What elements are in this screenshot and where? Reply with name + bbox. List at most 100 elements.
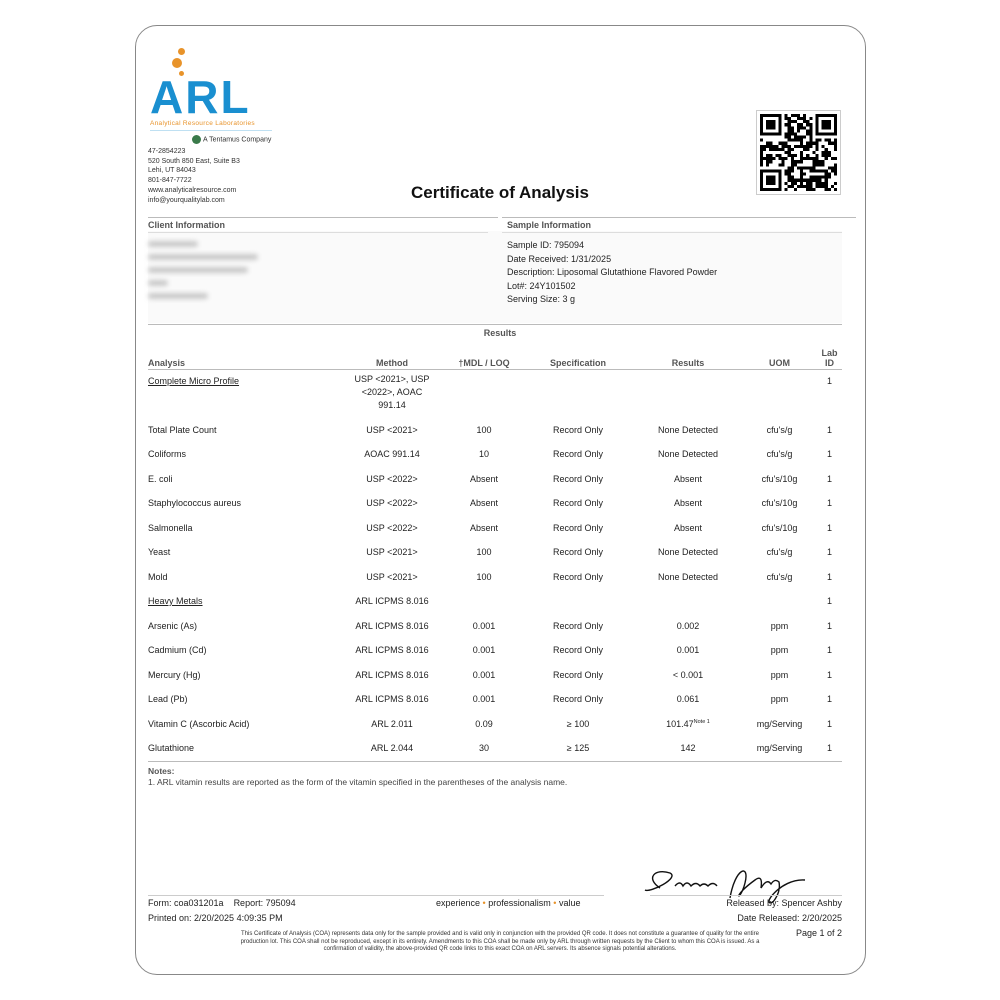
result-value: None Detected — [657, 449, 719, 459]
analysis-value: E. coli — [148, 473, 173, 484]
lab-value: 1 — [826, 743, 832, 753]
cell-result: 101.47Note 1 — [634, 713, 742, 738]
cell-method: ARL ICPMS 8.016 — [338, 615, 446, 640]
cell-mdl: 0.001 — [446, 688, 522, 713]
analysis-value: Yeast — [148, 547, 171, 557]
cell-uom: ppm — [742, 615, 817, 640]
cell-uom: cfu's/g — [742, 443, 817, 468]
table-row: Vitamin C (Ascorbic Acid) ARL 2.011 0.09 ≥ … — [148, 713, 842, 738]
cell-mdl: 0.001 — [446, 639, 522, 664]
cell-uom: ppm — [742, 664, 817, 689]
cell-result: 142 — [634, 737, 742, 762]
method-value: ARL ICPMS 8.016 — [355, 694, 429, 704]
table-row: E. coli USP <2022> Absent Record Only Absent… — [148, 468, 842, 493]
sample-info-line: Date Received: 1/31/2025 — [507, 253, 612, 264]
cell-spec: Record Only — [522, 468, 634, 493]
divider — [148, 324, 842, 325]
spec-value: Record Only — [552, 694, 604, 704]
notes: Notes: 1. ARL vitamin results are report… — [148, 766, 567, 788]
mdl-value: 0.001 — [472, 669, 496, 680]
divider — [650, 895, 842, 896]
table-row: Glutathione ARL 2.044 30 ≥ 125 142 mg/Serving… — [148, 737, 842, 762]
spec-value: Record Only — [552, 522, 604, 533]
table-row: Yeast USP <2021> 100 Record Only None Detect… — [148, 541, 842, 566]
analysis-value: Complete Micro Profile — [148, 376, 240, 386]
cell-spec: Record Only — [522, 639, 634, 664]
lab-value: 1 — [826, 694, 832, 704]
method-value: USP <2022> — [366, 522, 418, 533]
cell-result — [634, 590, 742, 615]
lab-value: 1 — [826, 473, 832, 484]
cell-spec: Record Only — [522, 419, 634, 444]
sample-info-line: Sample ID: 795094 — [507, 240, 585, 250]
method-value: ARL 2.011 — [371, 718, 413, 729]
column-header: Analysis — [148, 348, 338, 370]
cell-lab: 1 — [817, 370, 842, 419]
result-value: 0.002 — [676, 620, 700, 631]
method-value: AOAC 991.14 — [364, 449, 420, 459]
address-line: info@yourqualitylab.com — [148, 196, 225, 204]
cell-analysis: Arsenic (As) — [148, 615, 338, 640]
cell-result: Absent — [634, 517, 742, 542]
address-line: Lehi, UT 84043 — [148, 167, 196, 175]
cell-spec: Record Only — [522, 615, 634, 640]
cell-analysis: Lead (Pb) — [148, 688, 338, 713]
spec-value: Record Only — [552, 449, 604, 459]
form-id: Form: coa031201a — [148, 898, 224, 908]
cell-lab: 1 — [817, 664, 842, 689]
cell-lab: 1 — [817, 468, 842, 493]
cell-uom: mg/Serving — [742, 713, 817, 738]
result-value: 101.47 — [666, 718, 694, 729]
uom-value: cfu's/10g — [761, 498, 798, 508]
date-released: Date Released: 2/20/2025 — [737, 913, 842, 923]
address-line: 47-2854223 — [148, 148, 186, 155]
method-value: USP <2021> — [366, 571, 418, 582]
analysis-value: Staphylococcus aureus — [148, 498, 242, 508]
column-header: Lab ID — [817, 348, 842, 370]
uom-value: cfu's/g — [766, 547, 793, 557]
report-id: Report: 795094 — [233, 898, 296, 908]
cell-analysis: Glutathione — [148, 737, 338, 762]
divider — [148, 895, 428, 896]
lab-value: 1 — [826, 498, 832, 508]
cell-spec: Record Only — [522, 517, 634, 542]
cell-lab: 1 — [817, 443, 842, 468]
results-table: Analysis Method †MDL / LOQ Specification Res… — [148, 348, 842, 762]
cell-uom: ppm — [742, 639, 817, 664]
cell-mdl: Absent — [446, 517, 522, 542]
cell-result — [634, 370, 742, 419]
cell-analysis: Staphylococcus aureus — [148, 492, 338, 517]
lab-value: 1 — [826, 522, 832, 533]
motto: experience • professionalism • value — [436, 898, 581, 908]
cell-analysis: Total Plate Count — [148, 419, 338, 444]
results-heading: Results — [483, 328, 517, 338]
table-row: Arsenic (As) ARL ICPMS 8.016 0.001 Record O… — [148, 615, 842, 640]
cell-uom: cfu's/10g — [742, 492, 817, 517]
cell-spec — [522, 370, 634, 419]
client-info-heading: Client Information — [148, 220, 225, 230]
motto-word: experience — [436, 898, 481, 908]
note-ref: Note 1 — [693, 718, 710, 725]
spec-value: Record Only — [552, 645, 604, 655]
cell-analysis: Mold — [148, 566, 338, 591]
lab-value: 1 — [826, 620, 832, 631]
cell-lab: 1 — [817, 688, 842, 713]
table-row: Total Plate Count USP <2021> 100 Record Onl… — [148, 419, 842, 444]
result-value: 142 — [680, 743, 696, 753]
cell-lab: 1 — [817, 517, 842, 542]
sample-info-line: Description: Liposomal Glutathione Flavo… — [507, 267, 718, 277]
note-item: 1. ARL vitamin results are reported as t… — [148, 777, 568, 787]
sample-info-heading: Sample Information — [507, 220, 592, 230]
cell-spec: Record Only — [522, 443, 634, 468]
cell-method: USP <2022> — [338, 492, 446, 517]
cell-spec: Record Only — [522, 492, 634, 517]
analysis-value: Coliforms — [148, 449, 187, 459]
qr-code[interactable] — [756, 110, 841, 195]
spec-value: ≥ 125 — [566, 743, 590, 753]
cell-analysis: Salmonella — [148, 517, 338, 542]
info-panel — [148, 231, 842, 323]
cell-lab: 1 — [817, 590, 842, 615]
method-value: ARL ICPMS 8.016 — [355, 669, 429, 680]
cell-lab: 1 — [817, 566, 842, 591]
cell-spec: Record Only — [522, 541, 634, 566]
